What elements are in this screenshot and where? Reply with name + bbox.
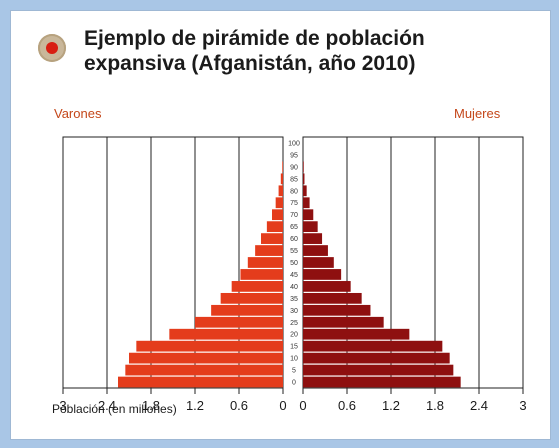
age-tick-label: 80 <box>290 188 298 195</box>
female-bar <box>303 221 318 233</box>
female-bar <box>303 161 304 173</box>
age-tick-label: 10 <box>290 356 298 363</box>
age-tick-label: 40 <box>290 284 298 291</box>
age-tick-label: 70 <box>290 212 298 219</box>
male-bar <box>247 257 283 268</box>
x-tick-right: 0.6 <box>338 398 356 413</box>
female-bar <box>303 173 305 185</box>
male-bar <box>129 352 283 364</box>
x-tick-left: 2.4 <box>98 398 116 413</box>
age-tick-label: 90 <box>290 164 298 171</box>
male-bar <box>169 328 283 340</box>
left-header-varones: Varones <box>54 106 102 121</box>
female-bar <box>303 376 461 388</box>
right-header-mujeres: Mujeres <box>454 106 501 121</box>
male-bar <box>118 376 283 388</box>
female-bar <box>303 364 454 376</box>
x-tick-right: 1.2 <box>382 398 400 413</box>
male-bar <box>195 316 283 328</box>
female-bar <box>303 340 443 352</box>
female-bar <box>303 197 310 209</box>
male-bar <box>280 173 283 185</box>
age-tick-label: 60 <box>290 236 298 243</box>
male-bar <box>266 221 283 233</box>
age-tick-label: 0 <box>292 380 296 387</box>
male-bar <box>125 364 283 376</box>
x-tick-left: 0 <box>279 398 286 413</box>
female-bar <box>303 257 334 268</box>
age-tick-label: 20 <box>290 332 298 339</box>
age-tick-label: 100 <box>288 140 300 147</box>
age-tick-label: 75 <box>290 200 298 207</box>
bullet-icon <box>38 34 66 62</box>
female-bar <box>303 316 384 328</box>
x-tick-left: 1.2 <box>186 398 204 413</box>
male-bar <box>231 281 283 292</box>
age-tick-label: 50 <box>290 260 298 267</box>
title-line-1: Ejemplo de pirámide de población <box>84 27 425 50</box>
bars <box>118 161 461 388</box>
female-bar <box>303 292 362 304</box>
male-bar <box>278 185 283 197</box>
male-bar <box>136 340 283 352</box>
x-tick-right: 0 <box>299 398 306 413</box>
female-bar <box>303 185 307 197</box>
female-bar <box>303 304 371 316</box>
chart-title: Ejemplo de pirámide de población expansi… <box>84 26 524 76</box>
age-tick-label: 55 <box>290 248 298 255</box>
x-tick-left: 0.6 <box>230 398 248 413</box>
x-tick-right: 3 <box>519 398 526 413</box>
female-bar <box>303 245 328 256</box>
male-bar <box>275 197 283 209</box>
x-tick-right: 1.8 <box>426 398 444 413</box>
male-bar <box>211 304 283 316</box>
age-tick-label: 25 <box>290 320 298 327</box>
age-tick-label: 5 <box>292 368 296 375</box>
male-bar <box>240 269 283 280</box>
male-bar <box>272 209 283 221</box>
age-tick-label: 15 <box>290 344 298 351</box>
age-tick-label: 45 <box>290 272 298 279</box>
x-tick-right: 2.4 <box>470 398 488 413</box>
female-bar <box>303 328 410 340</box>
age-tick-label: 85 <box>290 176 298 183</box>
male-bar <box>282 161 283 173</box>
ticks: 3 02.4 0.61.8 1.21.2 1.80.6 2.40 3051015202530… <box>59 140 526 413</box>
female-bar <box>303 352 450 364</box>
male-bar <box>255 245 283 256</box>
male-bar <box>261 233 283 244</box>
age-tick-label: 95 <box>290 152 298 159</box>
title-line-2: expansiva (Afganistán, año 2010) <box>84 52 416 75</box>
male-bar <box>220 292 283 304</box>
age-tick-label: 30 <box>290 308 298 315</box>
female-bar <box>303 281 351 292</box>
female-bar <box>303 209 314 221</box>
age-tick-label: 65 <box>290 224 298 231</box>
x-tick-left: 3 <box>59 398 66 413</box>
female-bar <box>303 269 342 280</box>
bullet-dot-icon <box>46 42 58 54</box>
x-tick-left: 1.8 <box>142 398 160 413</box>
x-axis-label: Población (en millones) <box>52 402 177 416</box>
age-tick-label: 35 <box>290 296 298 303</box>
female-bar <box>303 233 323 244</box>
